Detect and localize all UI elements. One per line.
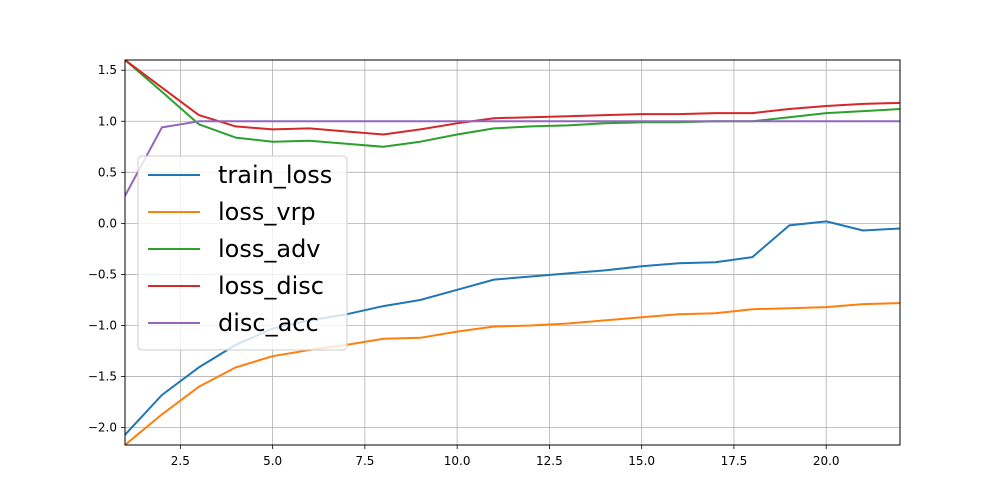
series-line-loss-disc	[125, 60, 900, 136]
x-axis-ticks: 2.5 5.0 7.5 10.0 12.5 15.0 17.5 20.0	[171, 445, 840, 468]
legend-label: train_loss	[218, 161, 332, 189]
x-tick-label: 5.0	[263, 454, 282, 468]
y-tick-label: 0.0	[98, 216, 117, 230]
y-tick-label: 1.5	[98, 63, 117, 77]
y-tick-label: −1.5	[88, 370, 117, 384]
x-tick-label: 17.5	[721, 454, 748, 468]
y-tick-label: −2.0	[88, 421, 117, 435]
plot-area	[125, 60, 900, 445]
axes-frame	[124, 59, 901, 446]
x-tick-label: 7.5	[355, 454, 374, 468]
series-line-disc-acc	[125, 120, 900, 197]
series-line-loss-adv	[125, 60, 900, 148]
series-line-loss-vrp	[125, 302, 900, 445]
legend-label: loss_disc	[218, 272, 324, 300]
x-tick-label: 15.0	[628, 454, 655, 468]
legend-label: loss_adv	[218, 235, 321, 263]
legend: train_loss loss_vrp loss_adv loss_disc disc_…	[137, 155, 348, 351]
legend-label: loss_vrp	[218, 198, 316, 226]
y-tick-label: −1.0	[88, 319, 117, 333]
legend-label: disc_acc	[218, 309, 319, 337]
y-tick-label: 1.0	[98, 114, 117, 128]
x-tick-label: 2.5	[171, 454, 190, 468]
y-tick-label: 0.5	[98, 165, 117, 179]
legend-box	[137, 155, 348, 351]
x-tick-label: 10.0	[444, 454, 471, 468]
y-axis-ticks: 1.5 1.0 0.5 0.0 −0.5 −1.0 −1.5 −2.0	[88, 63, 125, 435]
x-tick-label: 20.0	[813, 454, 840, 468]
y-tick-label: −0.5	[88, 267, 117, 281]
x-tick-label: 12.5	[536, 454, 563, 468]
